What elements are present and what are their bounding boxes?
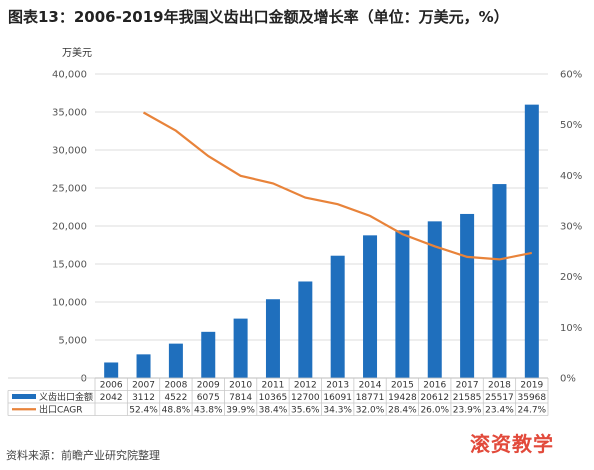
bar-value-label: 6075 (197, 393, 220, 403)
x-tick-label: 2009 (197, 381, 220, 391)
y-tick-label: 35,000 (52, 108, 87, 119)
x-tick-label: 2008 (164, 381, 187, 391)
bar-2008 (168, 343, 183, 378)
y2-tick-label: 10% (560, 323, 582, 334)
bar-value-label: 20612 (420, 393, 449, 403)
bar-2009 (201, 331, 216, 378)
legend-key-bars (12, 394, 36, 399)
bar-2014 (363, 235, 378, 378)
x-tick-label: 2017 (456, 381, 479, 391)
bar-2012 (298, 281, 313, 378)
y-tick-label: 20,000 (52, 222, 87, 233)
cagr-value-label: 24.7% (518, 406, 547, 416)
bar-value-label: 7814 (229, 393, 252, 403)
y2-tick-label: 40% (560, 171, 582, 182)
bar-2016 (427, 221, 442, 378)
cagr-value-label: 34.3% (323, 406, 352, 416)
bar-value-label: 3112 (132, 393, 155, 403)
bar-value-label: 19428 (388, 393, 417, 403)
bar-value-label: 12700 (291, 393, 320, 403)
x-tick-label: 2012 (294, 381, 317, 391)
cagr-value-label: 23.9% (453, 406, 482, 416)
bar-2015 (395, 230, 410, 378)
cagr-value-label: 52.4% (129, 406, 158, 416)
cagr-value-label: 26.0% (420, 406, 449, 416)
bar-2007 (136, 354, 151, 378)
y-tick-label: 10,000 (52, 298, 87, 309)
x-tick-label: 2007 (132, 381, 155, 391)
y-tick-label: 25,000 (52, 184, 87, 195)
y-tick-label: 30,000 (52, 146, 87, 157)
x-tick-label: 2006 (100, 381, 123, 391)
y-tick-label: 15,000 (52, 260, 87, 271)
bar-value-label: 10365 (259, 393, 288, 403)
cagr-value-label: 32.0% (356, 406, 385, 416)
bar-value-label: 25517 (485, 393, 514, 403)
bar-2011 (265, 299, 280, 378)
x-tick-label: 2018 (488, 381, 511, 391)
source-note: 资料来源：前瞻产业研究院整理 (6, 449, 160, 462)
y-tick-label: 0 (81, 374, 87, 385)
y2-tick-label: 50% (560, 120, 582, 131)
bar-value-label: 4522 (164, 393, 187, 403)
y2-tick-label: 0% (560, 374, 576, 385)
bar-value-label: 18771 (356, 393, 385, 403)
legend-label-bars: 义齿出口金额 (39, 391, 93, 403)
x-tick-label: 2014 (359, 381, 382, 391)
cagr-value-label: 43.8% (194, 406, 223, 416)
x-tick-label: 2019 (520, 381, 543, 391)
y2-tick-label: 30% (560, 222, 582, 233)
x-tick-label: 2013 (326, 381, 349, 391)
bar-value-label: 2042 (100, 393, 123, 403)
y-tick-label: 40,000 (52, 70, 87, 81)
y2-tick-label: 20% (560, 272, 582, 283)
chart-title: 图表13：2006-2019年我国义齿出口金额及增长率（单位：万美元，%） (8, 8, 509, 26)
bar-2019 (524, 104, 539, 379)
y-tick-label: 5,000 (58, 336, 87, 347)
x-tick-label: 2011 (262, 381, 285, 391)
x-tick-label: 2015 (391, 381, 414, 391)
bar-value-label: 21585 (453, 393, 482, 403)
cagr-value-label: 39.9% (226, 406, 255, 416)
bar-2010 (233, 318, 248, 378)
bar-2013 (330, 255, 345, 378)
cagr-value-label: 38.4% (259, 406, 288, 416)
cagr-value-label: 28.4% (388, 406, 417, 416)
bar-value-label: 16091 (323, 393, 352, 403)
cagr-value-label: 23.4% (485, 406, 514, 416)
bar-2018 (492, 184, 507, 378)
bar-value-label: 35968 (518, 393, 547, 403)
y-axis-unit: 万美元 (62, 46, 92, 59)
x-tick-label: 2010 (229, 381, 252, 391)
cagr-value-label: 48.8% (162, 406, 191, 416)
bar-2006 (104, 362, 119, 378)
legend-label-line: 出口CAGR (39, 404, 83, 416)
y2-tick-label: 60% (560, 70, 582, 81)
watermark-logo: 滚资教学 (470, 432, 554, 456)
x-tick-label: 2016 (423, 381, 446, 391)
bar-2017 (460, 213, 475, 378)
cagr-value-label: 35.6% (291, 406, 320, 416)
